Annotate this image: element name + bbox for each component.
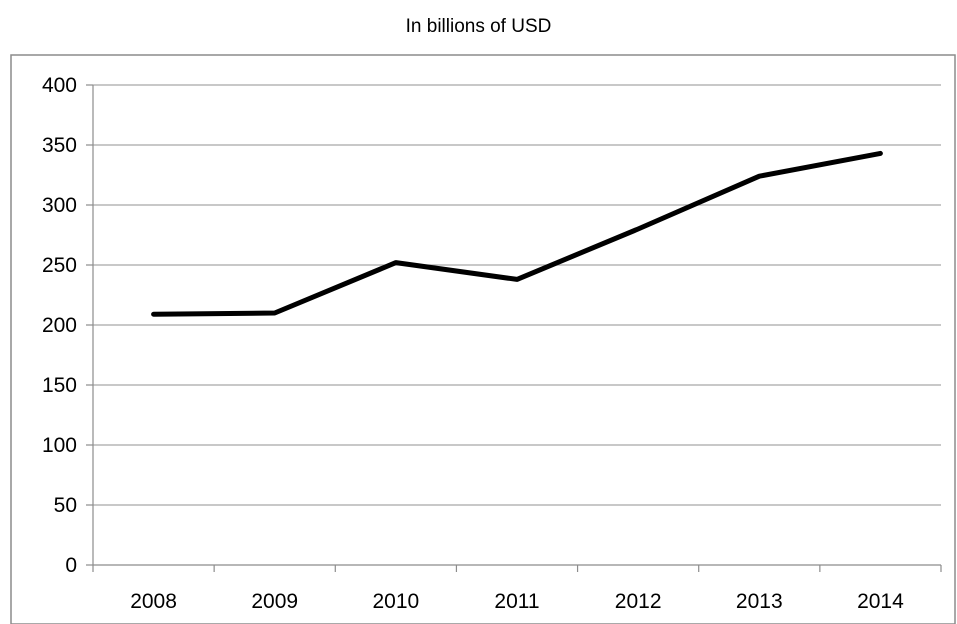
y-tick-label: 250 <box>42 254 77 277</box>
series-layer <box>151 150 883 317</box>
x-tick-label: 2013 <box>736 590 783 613</box>
x-tick-label: 2010 <box>372 590 419 613</box>
gridlines <box>93 84 941 506</box>
x-axis-ticks: 2008 2009 2010 2011 2012 2013 2014 <box>130 565 942 613</box>
axes <box>92 85 941 572</box>
y-axis-ticks: 0 50 100 150 200 250 300 350 400 <box>42 74 93 577</box>
chart-title: In billions of USD <box>405 16 552 37</box>
y-tick-label: 150 <box>42 374 77 397</box>
y-tick-label: 350 <box>42 134 77 157</box>
series-line <box>151 150 883 317</box>
y-tick-label: 0 <box>65 554 77 577</box>
x-tick-label: 2012 <box>615 590 662 613</box>
x-tick-label: 2009 <box>251 590 298 613</box>
y-tick-label: 300 <box>42 194 77 217</box>
y-tick-label: 100 <box>42 434 77 457</box>
y-tick-label: 400 <box>42 74 77 97</box>
y-tick-label: 200 <box>42 314 77 337</box>
chart-frame <box>10 54 956 624</box>
x-tick-label: 2014 <box>857 590 904 613</box>
x-tick-label: 2008 <box>130 590 177 613</box>
x-tick-label: 2011 <box>494 590 539 613</box>
y-tick-label: 50 <box>54 494 77 517</box>
